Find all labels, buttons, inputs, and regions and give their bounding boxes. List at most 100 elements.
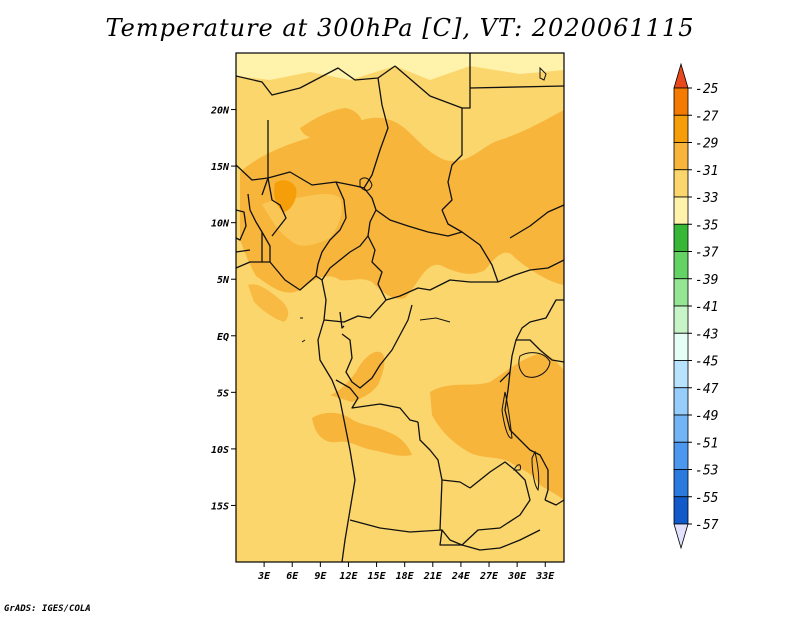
lat-label: 10N bbox=[211, 219, 230, 230]
field-angola-coast bbox=[312, 412, 412, 456]
river-congo bbox=[419, 317, 451, 323]
lake-tanganyika bbox=[501, 391, 513, 439]
colorbar-label: -33 bbox=[695, 191, 718, 206]
border-kenya-tanzania bbox=[516, 339, 564, 363]
border-liberia bbox=[236, 249, 251, 253]
colorbar-segment bbox=[673, 414, 689, 443]
colorbar-segment bbox=[673, 169, 689, 198]
colorbar-label: -55 bbox=[695, 491, 719, 506]
border-togo bbox=[261, 231, 271, 262]
colorbar: -25 -27 -29 -31 -33 -35 -37 -39 -41 -43 -45 -47 -49 -… bbox=[673, 62, 719, 550]
lon-label: 30E bbox=[507, 571, 527, 582]
border-nigeria-east bbox=[315, 181, 347, 277]
colorbar-label: -29 bbox=[695, 137, 718, 152]
grads-credit: GrADS: IGES/COLA bbox=[4, 604, 91, 614]
colorbar-label: -47 bbox=[695, 382, 719, 397]
islands bbox=[300, 317, 306, 343]
field-sahara-light bbox=[236, 53, 564, 80]
coast-gulf-guinea bbox=[236, 261, 323, 291]
colorbar-label: -25 bbox=[695, 82, 719, 97]
border-mozambique bbox=[544, 499, 564, 506]
border-drc-angola-east bbox=[417, 421, 471, 489]
border-car-north bbox=[375, 209, 499, 283]
colorbar-segment bbox=[673, 496, 689, 525]
border-south-sudan bbox=[441, 209, 463, 233]
lat-label: 10S bbox=[211, 445, 229, 456]
lon-label: 9E bbox=[314, 571, 327, 582]
border-north-1 bbox=[236, 65, 396, 96]
border-ethiopia bbox=[497, 259, 564, 283]
lat-label: 15N bbox=[211, 162, 230, 173]
border-sahel-south bbox=[236, 164, 365, 189]
lat-label: 5N bbox=[217, 275, 230, 286]
border-drc-angola-north bbox=[335, 379, 419, 423]
colorbar-label: -35 bbox=[695, 218, 719, 233]
border-gabon-north bbox=[323, 299, 387, 323]
colorbar-label: -45 bbox=[695, 355, 719, 370]
field-east-africa bbox=[430, 353, 564, 500]
colorbar-label: -41 bbox=[695, 300, 718, 315]
lat-label: EQ bbox=[217, 332, 229, 343]
colorbar-label: -57 bbox=[695, 518, 719, 533]
border-sudan-ethiopia bbox=[509, 204, 564, 239]
colorbar-segment bbox=[673, 305, 689, 334]
border-guinea bbox=[236, 209, 247, 241]
lake-victoria bbox=[518, 352, 551, 378]
colorbar-label: -43 bbox=[695, 327, 718, 342]
lon-label: 12E bbox=[339, 571, 358, 582]
colorbar-segment bbox=[673, 142, 689, 171]
field-congo-tongue bbox=[330, 351, 385, 402]
lon-label: 21E bbox=[423, 571, 443, 582]
lon-label: 3E bbox=[257, 571, 271, 582]
border-zambia bbox=[461, 461, 531, 546]
colorbar-segment bbox=[673, 332, 689, 361]
field-sahel-band bbox=[240, 110, 564, 299]
border-car-west bbox=[367, 235, 387, 301]
field-libya-patch bbox=[300, 108, 363, 140]
border-cameroon bbox=[321, 187, 377, 281]
map-frame bbox=[235, 52, 565, 563]
colorbar-segment bbox=[673, 469, 689, 498]
lon-label: 24E bbox=[451, 571, 471, 582]
border-ghana bbox=[247, 193, 263, 262]
colorbar-segment bbox=[673, 251, 689, 280]
lon-label: 27E bbox=[479, 571, 499, 582]
border-niger-chad bbox=[363, 77, 389, 189]
colorbar-label: -39 bbox=[695, 273, 718, 288]
border-eq-guinea bbox=[339, 311, 345, 329]
lat-label: 15S bbox=[211, 501, 229, 512]
colorbar-segment bbox=[673, 441, 689, 470]
border-zambia-west bbox=[439, 479, 443, 531]
latitude-axis: 20N 15N 10N 5N EQ 5S 10S 15S bbox=[210, 106, 236, 512]
lake-nasser bbox=[539, 66, 547, 81]
border-car-south bbox=[385, 279, 498, 301]
border-egypt bbox=[462, 53, 471, 109]
colorbar-segment bbox=[673, 114, 689, 143]
lon-label: 18E bbox=[396, 571, 415, 582]
border-chad-sudan bbox=[394, 65, 463, 211]
lake-chad bbox=[359, 177, 373, 191]
border-congo bbox=[341, 304, 413, 389]
colorbar-segment bbox=[673, 278, 689, 307]
border-egypt-sudan bbox=[469, 85, 564, 89]
lon-label: 6E bbox=[286, 571, 299, 582]
colorbar-label: -31 bbox=[695, 164, 718, 179]
lon-label: 15E bbox=[368, 571, 387, 582]
colorbar-segment bbox=[673, 223, 689, 252]
colorbar-top-arrow bbox=[673, 62, 689, 89]
border-burkina bbox=[267, 177, 287, 237]
map-title: Temperature at 300hPa [C], VT: 202006111… bbox=[105, 14, 695, 42]
country-borders bbox=[236, 53, 564, 562]
lakes bbox=[300, 66, 551, 492]
border-southern bbox=[441, 529, 541, 551]
longitude-axis: 3E 6E 9E 12E 15E 18E 21E 24E 27E 30E 33E bbox=[257, 562, 555, 582]
lat-label: 5S bbox=[217, 388, 229, 399]
colorbar-label: -37 bbox=[695, 246, 719, 261]
colorbar-bottom-arrow bbox=[673, 523, 689, 550]
colorbar-label: -51 bbox=[695, 436, 718, 451]
colorbar-segment bbox=[673, 360, 689, 389]
colorbar-label: -49 bbox=[695, 409, 718, 424]
lake-mweru bbox=[513, 464, 521, 471]
colorbar-segment bbox=[673, 87, 689, 116]
